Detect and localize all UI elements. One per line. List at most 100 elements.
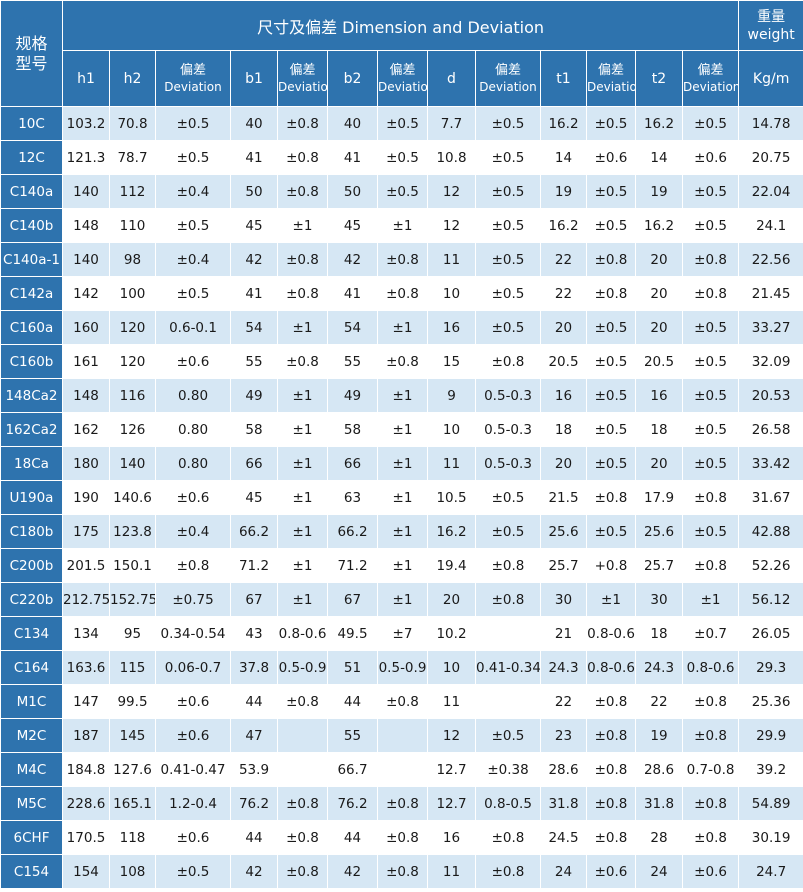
value-cell: 10.5	[427, 480, 476, 515]
value-cell: 20	[635, 446, 683, 481]
value-cell: ±0.5	[586, 310, 636, 345]
value-cell: ±0.8	[586, 786, 636, 821]
value-cell: 58	[327, 412, 378, 447]
value-cell: 44	[327, 684, 378, 719]
value-cell: ±0.5	[377, 106, 428, 141]
table-row: C180b 175 123.8 ±0.4 66.2 ±1 66.2 ±1 16.2 ±0.5 25.…	[0, 514, 803, 549]
table-row: C140a 140 112 ±0.4 50 ±0.8 50 ±0.5 12 ±0.5 19 ±0.5 1…	[0, 174, 803, 209]
value-cell: 163.6	[62, 650, 110, 685]
value-cell: ±0.5	[681, 106, 740, 141]
model-cell: U190a	[0, 480, 63, 515]
value-cell: 0.5-0.3	[475, 378, 541, 413]
value-cell: 24.3	[635, 650, 683, 685]
table-body: 10C 103.2 70.8 ±0.5 40 ±0.8 40 ±0.5 7.7 ±0.5 16.2 ±…	[0, 106, 803, 889]
col-t1: t1	[540, 50, 587, 107]
value-cell	[277, 718, 328, 753]
value-cell	[475, 616, 541, 651]
value-cell: 25.36	[738, 684, 803, 719]
value-cell: 228.6	[62, 786, 110, 821]
dimension-group-header: 尺寸及偏差 Dimension and Deviation	[61, 0, 740, 51]
value-cell	[475, 684, 541, 719]
table-row: M5C 228.6 165.1 1.2-0.4 76.2 ±0.8 76.2 ±0.8 12.7…	[0, 786, 803, 821]
value-cell: 55	[230, 344, 278, 379]
value-cell: 17.9	[635, 480, 683, 515]
model-cell: M5C	[0, 786, 63, 821]
value-cell: ±0.8	[586, 480, 636, 515]
value-cell: 121.3	[62, 140, 110, 175]
value-cell: ±0.5	[586, 378, 636, 413]
value-cell: ±1	[277, 480, 328, 515]
value-cell: 63	[327, 480, 378, 515]
value-cell: 50	[230, 174, 278, 209]
value-cell: ±0.6	[155, 820, 231, 855]
value-cell: ±0.5	[681, 310, 740, 345]
value-cell: ±0.8	[681, 548, 740, 583]
table-row: 162Ca2 162 126 0.80 58 ±1 58 ±1 10 0.5-0.3 18 ±0.5 1…	[0, 412, 803, 447]
value-cell: 22	[540, 242, 587, 277]
value-cell: ±0.5	[681, 412, 740, 447]
value-cell: 11	[427, 242, 476, 277]
value-cell: 16.2	[540, 106, 587, 141]
table-row: C134 134 95 0.34-0.54 43 0.8-0.6 49.5 ±7 10.2 21 0…	[0, 616, 803, 651]
table-row: 12C 121.3 78.7 ±0.5 41 ±0.8 41 ±0.5 10.8 ±0.5 14 ±0…	[0, 140, 803, 175]
value-cell: 53.9	[230, 752, 278, 787]
value-cell: 0.8-0.6	[681, 650, 740, 685]
value-cell: ±0.5	[586, 514, 636, 549]
value-cell: ±0.8	[475, 344, 541, 379]
value-cell: 142	[62, 276, 110, 311]
value-cell: 7.7	[427, 106, 476, 141]
value-cell: 25.7	[635, 548, 683, 583]
value-cell: 52.26	[738, 548, 803, 583]
value-cell: ±1	[277, 412, 328, 447]
value-cell: ±0.5	[377, 174, 428, 209]
value-cell: 54.89	[738, 786, 803, 821]
value-cell: 20	[540, 446, 587, 481]
value-cell: 201.5	[62, 548, 110, 583]
value-cell: 116	[109, 378, 156, 413]
value-cell: 10	[427, 276, 476, 311]
value-cell: 54	[230, 310, 278, 345]
table-row: 6CHF 170.5 118 ±0.6 44 ±0.8 44 ±0.8 16 ±0.8 24.5 ±0…	[0, 820, 803, 855]
value-cell: 165.1	[109, 786, 156, 821]
table-row: 18Ca 180 140 0.80 66 ±1 66 ±1 11 0.5-0.3 20 ±0.5 20 ±…	[0, 446, 803, 481]
value-cell: 0.8-0.6	[277, 616, 328, 651]
col-t2: t2	[635, 50, 683, 107]
value-cell: ±0.6	[681, 140, 740, 175]
value-cell: 18	[540, 412, 587, 447]
value-cell: ±0.5	[475, 718, 541, 753]
value-cell: ±1	[277, 514, 328, 549]
value-cell: 43	[230, 616, 278, 651]
value-cell: ±0.8	[681, 480, 740, 515]
value-cell: ±0.4	[155, 514, 231, 549]
value-cell: ±0.5	[475, 106, 541, 141]
value-cell: ±1	[681, 582, 740, 617]
value-cell: 112	[109, 174, 156, 209]
value-cell: 42	[327, 854, 378, 889]
model-cell: C220b	[0, 582, 63, 617]
value-cell: ±0.6	[155, 480, 231, 515]
value-cell: 45	[230, 208, 278, 243]
value-cell: ±1	[377, 582, 428, 617]
value-cell: 71.2	[230, 548, 278, 583]
value-cell: ±0.5	[681, 174, 740, 209]
value-cell: 175	[62, 514, 110, 549]
value-cell: 12	[427, 208, 476, 243]
value-cell: 0.41-0.34	[475, 650, 541, 685]
value-cell: 140	[109, 446, 156, 481]
value-cell: ±0.5	[475, 276, 541, 311]
value-cell: ±0.8	[586, 276, 636, 311]
value-cell: 22	[540, 684, 587, 719]
model-cell: M1C	[0, 684, 63, 719]
value-cell: 66	[327, 446, 378, 481]
model-cell: 148Ca2	[0, 378, 63, 413]
col-h1: h1	[62, 50, 110, 107]
value-cell	[377, 718, 428, 753]
model-cell: 10C	[0, 106, 63, 141]
value-cell: 31.8	[540, 786, 587, 821]
value-cell: ±0.6	[586, 854, 636, 889]
value-cell: ±0.8	[277, 174, 328, 209]
value-cell: 12	[427, 174, 476, 209]
value-cell: 28	[635, 820, 683, 855]
value-cell: 120	[109, 310, 156, 345]
